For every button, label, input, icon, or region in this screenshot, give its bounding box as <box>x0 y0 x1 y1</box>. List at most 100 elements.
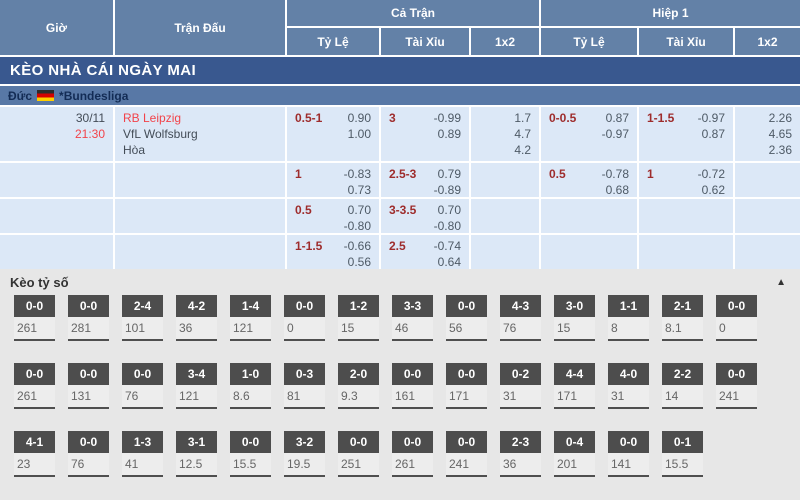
odds-value[interactable]: 4.2 <box>514 143 531 157</box>
score-label: 0-1 <box>662 431 703 453</box>
score-odds-value: 81 <box>284 385 325 409</box>
score-odds-cell[interactable]: 0-0 76 <box>68 431 109 477</box>
odds-value[interactable]: -0.80 <box>343 219 371 233</box>
ft-overunder-cell[interactable]: 3-3.5 0.70 -0.80 <box>381 199 469 233</box>
score-odds-cell[interactable]: 4-0 31 <box>608 363 649 409</box>
score-odds-cell[interactable]: 1-0 8.6 <box>230 363 271 409</box>
ft-handicap-cell[interactable]: 0.5 0.70 -0.80 <box>287 199 379 233</box>
score-odds-cell[interactable]: 0-0 261 <box>14 295 55 341</box>
score-odds-cell[interactable]: 0-4 201 <box>554 431 595 477</box>
score-odds-cell[interactable]: 0-0 15.5 <box>230 431 271 477</box>
odds-value[interactable]: 0.90 <box>347 111 371 125</box>
h1-overunder-cell[interactable]: 1 -0.72 0.62 <box>639 163 733 197</box>
score-odds-cell[interactable]: 0-1 15.5 <box>662 431 703 477</box>
score-odds-cell[interactable]: 0-0 161 <box>392 363 433 409</box>
score-odds-cell[interactable]: 4-2 36 <box>176 295 217 341</box>
score-odds-cell[interactable]: 2-3 36 <box>500 431 541 477</box>
score-odds-cell[interactable]: 0-0 251 <box>338 431 379 477</box>
odds-value[interactable]: -0.83 <box>343 167 371 181</box>
odds-value[interactable]: 0.56 <box>347 255 371 269</box>
odds-value[interactable]: -0.97 <box>697 111 725 125</box>
ft-handicap-cell[interactable]: 1-1.5 -0.66 0.56 <box>287 235 379 269</box>
score-odds-cell[interactable]: 3-3 46 <box>392 295 433 341</box>
score-odds-cell[interactable]: 0-2 31 <box>500 363 541 409</box>
score-odds-cell[interactable]: 1-3 41 <box>122 431 163 477</box>
ft-handicap-cell[interactable]: 0.5-1 0.90 1.00 <box>287 107 379 161</box>
ft-overunder-cell[interactable]: 3 -0.99 0.89 <box>381 107 469 161</box>
score-odds-cell[interactable]: 0-0 281 <box>68 295 109 341</box>
odds-value[interactable]: 2.36 <box>768 143 792 157</box>
odds-value[interactable]: 0.87 <box>605 111 629 125</box>
ft-1x2-cell[interactable]: 1.7 4.7 4.2 <box>471 107 539 161</box>
odds-value[interactable]: 0.70 <box>437 203 461 217</box>
ft-overunder-cell[interactable]: 2.5-3 0.79 -0.89 <box>381 163 469 197</box>
odds-value[interactable]: 0.62 <box>701 183 725 197</box>
score-odds-cell[interactable]: 0-0 241 <box>446 431 487 477</box>
h1-handicap-cell[interactable]: 0.5 -0.78 0.68 <box>541 163 637 197</box>
score-label: 0-0 <box>14 363 55 385</box>
odds-value[interactable]: -0.99 <box>433 111 461 125</box>
odds-value[interactable]: 0.68 <box>605 183 629 197</box>
odds-value[interactable]: -0.66 <box>343 239 371 253</box>
score-odds-cell[interactable]: 0-0 131 <box>68 363 109 409</box>
score-odds-cell[interactable]: 0-3 81 <box>284 363 325 409</box>
score-odds-cell[interactable]: 0-0 171 <box>446 363 487 409</box>
handicap-line: 0-0.5 <box>549 111 577 125</box>
score-odds-cell[interactable]: 0-0 241 <box>716 363 757 409</box>
score-odds-cell[interactable]: 0-0 76 <box>122 363 163 409</box>
odds-value[interactable]: 1.7 <box>514 111 531 125</box>
overunder-line: 3-3.5 <box>389 203 417 217</box>
odds-value[interactable]: 4.65 <box>768 127 792 141</box>
odds-value[interactable]: 1.00 <box>347 127 371 141</box>
score-odds-cell[interactable]: 0-0 56 <box>446 295 487 341</box>
score-label: 3-1 <box>176 431 217 453</box>
odds-value[interactable]: 4.7 <box>514 127 531 141</box>
score-odds-cell[interactable]: 0-0 261 <box>392 431 433 477</box>
odds-value[interactable]: 0.64 <box>437 255 461 269</box>
score-odds-cell[interactable]: 4-1 23 <box>14 431 55 477</box>
score-odds-cell[interactable]: 2-2 14 <box>662 363 703 409</box>
score-odds-cell[interactable]: 2-4 101 <box>122 295 163 341</box>
score-odds-cell[interactable]: 4-3 76 <box>500 295 541 341</box>
score-odds-cell[interactable]: 3-4 121 <box>176 363 217 409</box>
score-odds-cell[interactable]: 1-2 15 <box>338 295 379 341</box>
score-odds-cell[interactable]: 0-0 141 <box>608 431 649 477</box>
score-odds-cell[interactable]: 3-0 15 <box>554 295 595 341</box>
league-row[interactable]: Đức *Bundesliga <box>0 86 800 105</box>
score-odds-cell[interactable]: 2-0 9.3 <box>338 363 379 409</box>
score-odds-cell[interactable]: 0-0 0 <box>284 295 325 341</box>
score-odds-cell[interactable]: 3-2 19.5 <box>284 431 325 477</box>
score-label: 0-0 <box>392 431 433 453</box>
odds-value[interactable]: -0.74 <box>433 239 461 253</box>
odds-value[interactable]: -0.89 <box>433 183 461 197</box>
h1-handicap-cell[interactable]: 0-0.5 0.87 -0.97 <box>541 107 637 161</box>
score-label: 2-4 <box>122 295 163 317</box>
ft-overunder-cell[interactable]: 2.5 -0.74 0.64 <box>381 235 469 269</box>
score-odds-cell[interactable]: 3-1 12.5 <box>176 431 217 477</box>
score-odds-cell[interactable]: 0-0 0 <box>716 295 757 341</box>
odds-value[interactable]: 0.79 <box>437 167 461 181</box>
header-group-full-match: Cả Trận <box>287 0 539 26</box>
home-team-link[interactable]: RB Leipzig <box>123 111 182 125</box>
h1-1x2-cell[interactable]: 2.26 4.65 2.36 <box>735 107 800 161</box>
odds-value[interactable]: 0.73 <box>347 183 371 197</box>
odds-value[interactable]: -0.80 <box>433 219 461 233</box>
score-odds-value: 9.3 <box>338 385 379 409</box>
score-odds-value: 8.1 <box>662 317 703 341</box>
odds-value[interactable]: 0.70 <box>347 203 371 217</box>
h1-overunder-cell[interactable]: 1-1.5 -0.97 0.87 <box>639 107 733 161</box>
odds-value[interactable]: 0.89 <box>437 127 461 141</box>
collapse-up-icon[interactable]: ▲ <box>776 276 786 288</box>
header-ft-odds: Tỷ Lệ <box>287 28 379 55</box>
score-odds-cell[interactable]: 4-4 171 <box>554 363 595 409</box>
odds-value[interactable]: -0.78 <box>601 167 629 181</box>
score-odds-cell[interactable]: 0-0 261 <box>14 363 55 409</box>
odds-value[interactable]: -0.72 <box>697 167 725 181</box>
score-odds-cell[interactable]: 2-1 8.1 <box>662 295 703 341</box>
odds-value[interactable]: 0.87 <box>701 127 725 141</box>
score-odds-cell[interactable]: 1-4 121 <box>230 295 271 341</box>
odds-value[interactable]: -0.97 <box>601 127 629 141</box>
odds-value[interactable]: 2.26 <box>768 111 792 125</box>
score-odds-cell[interactable]: 1-1 8 <box>608 295 649 341</box>
ft-handicap-cell[interactable]: 1 -0.83 0.73 <box>287 163 379 197</box>
